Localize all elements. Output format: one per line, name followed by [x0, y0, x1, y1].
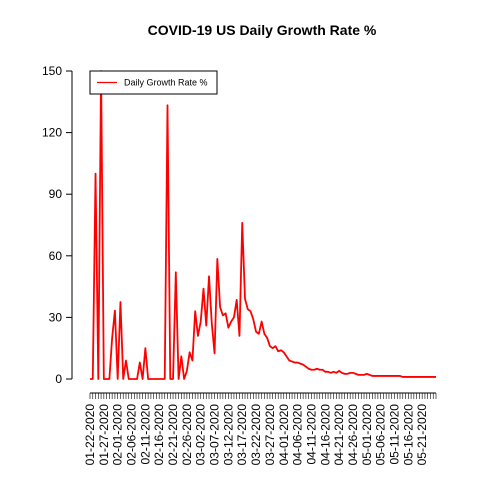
x-tick-label: 03-12-2020	[221, 404, 235, 466]
x-tick-label: 03-22-2020	[249, 404, 263, 466]
x-tick-label: 02-21-2020	[166, 404, 180, 466]
x-tick-label: 04-06-2020	[291, 404, 305, 466]
y-tick-label: 90	[49, 187, 63, 201]
y-axis: 0 30 60 90 120 150	[42, 64, 73, 386]
y-tick-label: 0	[55, 372, 62, 386]
legend-box	[89, 70, 218, 95]
y-tick-label: 150	[42, 64, 62, 78]
x-tick-label: 02-11-2020	[138, 404, 152, 465]
x-tick-label: 01-22-2020	[83, 404, 97, 466]
y-tick-label: 120	[42, 126, 62, 140]
x-tick-label: 05-16-2020	[401, 404, 415, 466]
x-tick-label: 05-06-2020	[374, 404, 388, 466]
x-axis: 01-22-2020 01-27-2020 02-01-2020 02-06-2020…	[83, 392, 437, 466]
x-tick-label: 04-01-2020	[277, 404, 291, 466]
series-line-daily-growth-rate	[90, 70, 436, 380]
x-tick-label: 05-11-2020	[387, 404, 401, 465]
legend-label-daily-growth-rate: Daily Growth Rate %	[124, 78, 208, 88]
x-tick-label: 04-11-2020	[304, 404, 318, 465]
y-tick-label: 30	[49, 310, 63, 324]
x-tick-label: 03-02-2020	[194, 404, 208, 466]
x-tick-label: 03-07-2020	[208, 404, 222, 466]
x-tick-label: 02-26-2020	[180, 404, 194, 466]
x-tick-label: 02-01-2020	[111, 404, 125, 466]
x-tick-label: 03-27-2020	[263, 404, 277, 466]
x-tick-label: 01-27-2020	[97, 404, 111, 466]
legend: Daily Growth Rate %	[89, 70, 218, 95]
x-tick-label: 04-16-2020	[318, 404, 332, 466]
x-tick-label: 03-17-2020	[235, 404, 249, 466]
x-tick-label: 05-21-2020	[415, 404, 429, 466]
x-tick-label: 04-26-2020	[346, 404, 360, 466]
series-layer	[90, 70, 436, 380]
chart-title: COVID-19 US Daily Growth Rate %	[148, 22, 377, 38]
x-tick-label: 04-21-2020	[332, 404, 346, 466]
x-tick-label: 02-06-2020	[125, 404, 139, 466]
x-tick-label: 05-01-2020	[360, 404, 374, 466]
x-tick-label: 02-16-2020	[152, 404, 166, 466]
y-tick-label: 60	[49, 249, 63, 263]
